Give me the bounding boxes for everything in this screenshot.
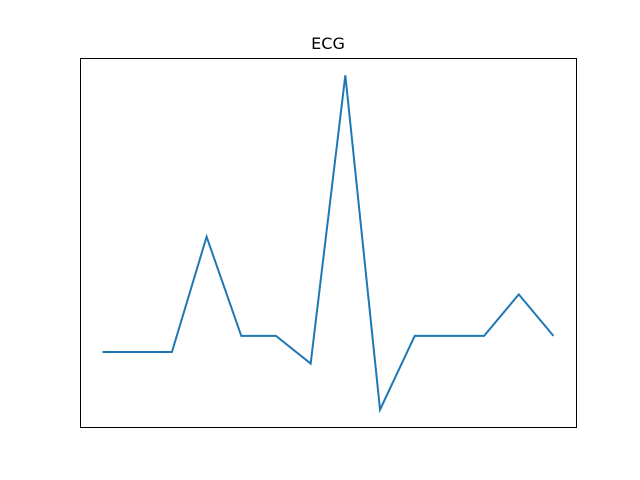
series-line-0	[102, 75, 555, 414]
chart-title: ECG	[311, 34, 345, 53]
plot-area-frame	[80, 58, 577, 428]
series-layer	[102, 75, 555, 414]
